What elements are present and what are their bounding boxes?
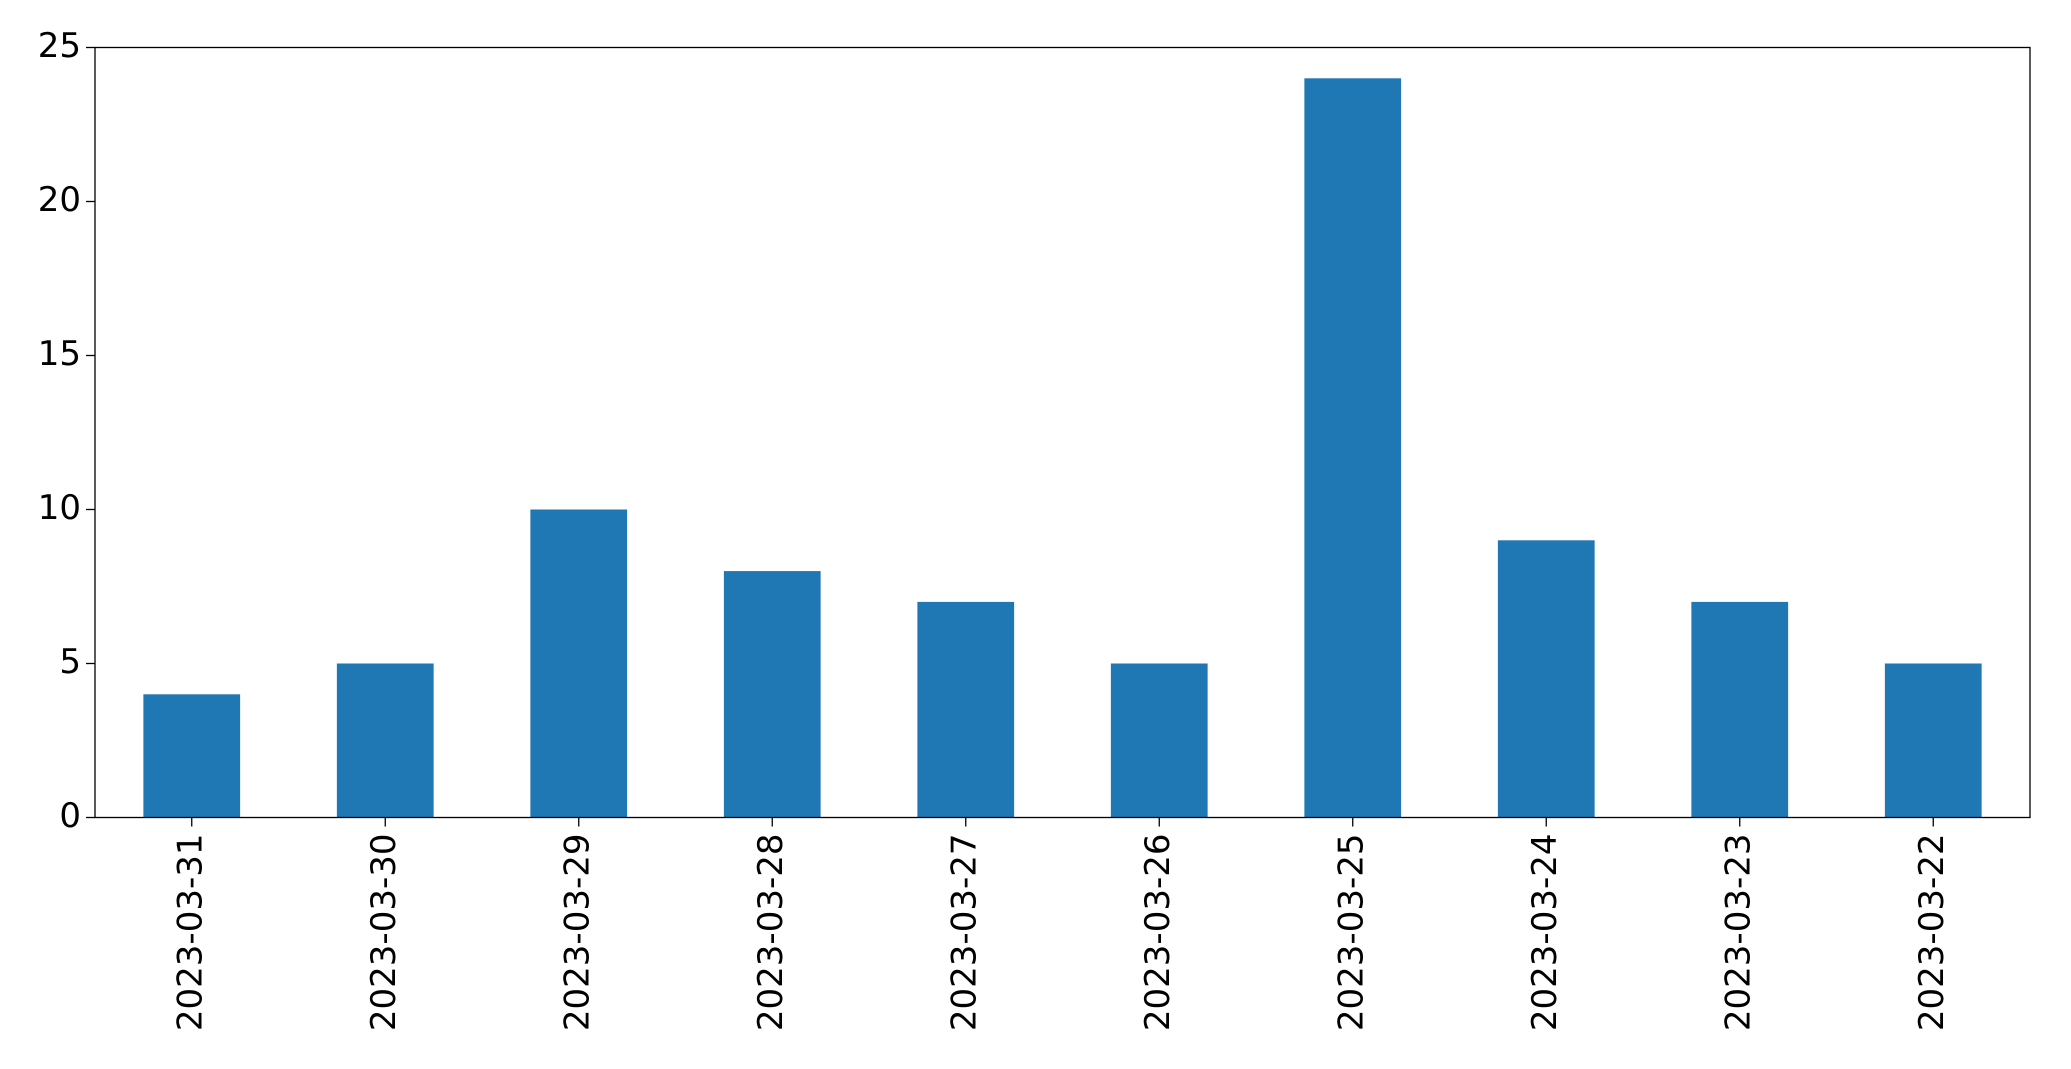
x-tick-label: 2023-03-28	[751, 834, 791, 1032]
x-tick-label: 2023-03-23	[1718, 834, 1758, 1032]
bar	[723, 571, 821, 818]
bar	[530, 509, 628, 818]
bar	[1110, 663, 1208, 818]
bar	[143, 694, 241, 818]
bar	[1497, 540, 1595, 818]
y-tick-label: 0	[59, 796, 81, 836]
x-tick-label: 2023-03-25	[1331, 834, 1371, 1032]
bar	[1691, 601, 1789, 818]
x-tick-label: 2023-03-31	[170, 834, 210, 1032]
bar	[336, 663, 434, 818]
y-tick-label: 25	[38, 26, 81, 66]
bar	[917, 601, 1015, 818]
x-tick-label: 2023-03-22	[1912, 834, 1952, 1032]
y-tick-label: 10	[38, 488, 81, 528]
x-tick-label: 2023-03-24	[1525, 834, 1565, 1032]
x-tick-label: 2023-03-30	[364, 834, 404, 1032]
x-tick-label: 2023-03-26	[1138, 834, 1178, 1032]
bar	[1884, 663, 1982, 818]
plot-frame	[94, 46, 2031, 819]
y-tick-label: 5	[59, 642, 81, 682]
x-tick-label: 2023-03-27	[944, 834, 984, 1032]
x-tick-label: 2023-03-29	[557, 834, 597, 1032]
y-tick-label: 20	[38, 180, 81, 220]
bar	[1304, 78, 1402, 818]
y-tick-label: 15	[38, 334, 81, 374]
